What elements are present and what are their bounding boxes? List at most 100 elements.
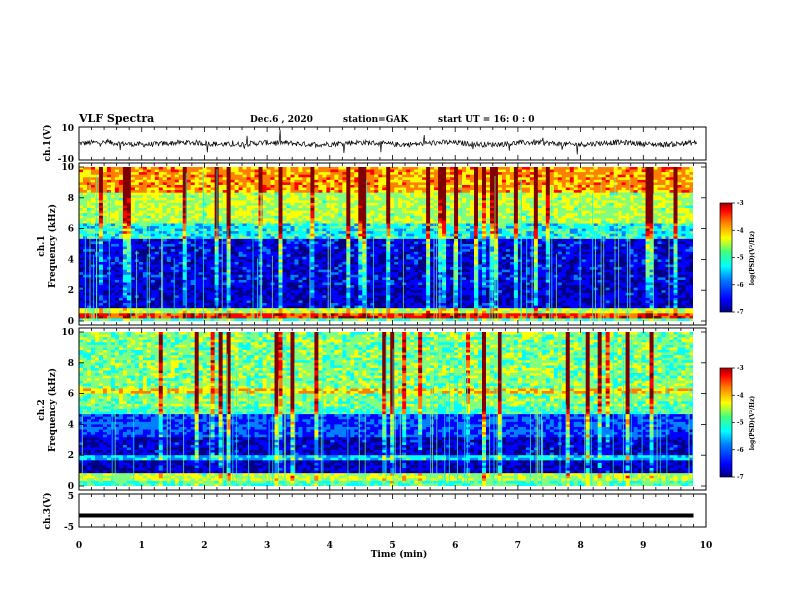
spectrogram-cell — [326, 174, 331, 178]
spectrogram-cell — [318, 238, 323, 242]
spectrogram-cell — [382, 274, 387, 278]
spectrogram-cell — [246, 249, 251, 252]
spectrogram-cell — [202, 285, 207, 288]
spectrogram-cell — [194, 300, 199, 304]
spectrogram-cell — [150, 259, 156, 263]
spectrogram-cell — [162, 310, 168, 314]
spectrogram-cell — [242, 267, 247, 270]
spectrogram-cell — [350, 287, 355, 291]
spectrogram-cell — [270, 236, 275, 240]
spectrogram-cell — [322, 290, 327, 294]
spectrogram-cell — [206, 267, 211, 270]
spectrogram-cell — [290, 318, 295, 321]
spectrogram-cell — [390, 290, 395, 294]
spectrogram-cell — [286, 205, 291, 209]
spectrogram-cell — [306, 287, 311, 291]
spectrogram-cell — [390, 297, 395, 301]
spectrogram-cell — [390, 295, 395, 299]
spectrogram-cell — [162, 200, 168, 204]
spectrogram-cell — [126, 285, 132, 288]
spectrogram-cell — [158, 297, 164, 301]
spectrogram-cell — [378, 267, 383, 270]
spectrogram-cell — [226, 310, 231, 314]
spectrogram-cell — [234, 292, 239, 296]
spectrogram-cell — [166, 290, 172, 294]
spectrogram-cell — [254, 254, 259, 258]
spectrogram-cell — [370, 220, 375, 224]
spectrogram-cell — [366, 267, 371, 270]
spectrogram-cell — [226, 179, 231, 183]
spectrogram-cell — [150, 315, 156, 319]
spectrogram-cell — [162, 315, 168, 319]
spectrogram-cell — [79, 277, 84, 281]
spectrogram-cell — [358, 277, 363, 281]
spectrogram-cell — [118, 213, 124, 217]
spectrogram-cell — [186, 210, 192, 214]
spectrogram-cell — [222, 195, 227, 199]
spectrogram-cell — [274, 226, 279, 229]
spectrogram-cell — [350, 174, 355, 178]
spectrogram-cell — [226, 200, 231, 204]
spectrogram-cell — [170, 218, 176, 222]
spectrogram-cell — [334, 285, 339, 288]
spectrogram-cell — [346, 318, 351, 321]
spectrogram-cell — [318, 310, 323, 314]
spectrogram-cell — [310, 210, 315, 214]
spectrogram-cell — [226, 208, 231, 211]
spectrogram-cell — [206, 218, 211, 222]
spectrogram-cell — [354, 290, 359, 294]
spectrogram-cell — [210, 174, 215, 178]
spectrogram-cell — [338, 315, 343, 319]
spectrogram-cell — [226, 285, 231, 288]
spectrogram-cell — [242, 213, 247, 217]
spectrogram-cell — [182, 285, 188, 288]
spectrogram-cell — [282, 259, 287, 263]
spectrogram-cell — [178, 249, 184, 252]
spectrogram-cell — [362, 218, 367, 222]
spectrogram-cell — [290, 244, 295, 247]
spectrogram-cell — [266, 244, 271, 247]
spectrogram-cell — [290, 290, 295, 294]
spectrogram-cell — [362, 300, 367, 304]
spectrogram-cell — [302, 305, 307, 309]
spectrogram-cell — [126, 315, 132, 319]
spectrogram-cell — [390, 249, 395, 252]
spectrogram-cell — [186, 277, 192, 281]
spectrogram-cell — [226, 246, 231, 250]
spectrogram-cell — [334, 200, 339, 204]
spectrogram-cell — [334, 318, 339, 321]
spectrogram-cell — [186, 251, 192, 255]
spectrogram-cell — [350, 277, 355, 281]
spectrogram-cell — [330, 195, 335, 199]
spectrogram-cell — [142, 303, 148, 306]
spectrogram-cell — [234, 228, 239, 232]
spectrogram-cell — [298, 244, 303, 247]
spectrogram-cell — [362, 287, 367, 291]
spectrogram-cell — [262, 197, 267, 201]
spectrogram-cell — [170, 167, 176, 170]
spectrogram-cell — [374, 269, 379, 273]
spectrogram-cell — [182, 233, 188, 237]
spectrogram-cell — [346, 187, 351, 191]
spectrogram-cell — [122, 231, 128, 235]
spectrogram-cell — [138, 218, 144, 222]
spectrogram-cell — [170, 226, 176, 229]
spectrogram-cell — [90, 246, 96, 250]
spectrogram-cell — [342, 190, 347, 193]
spectrogram-cell — [346, 208, 351, 211]
spectrogram-cell — [154, 192, 160, 196]
spectrogram-cell — [126, 305, 132, 309]
spectrogram-cell — [386, 287, 391, 291]
spectrogram-cell — [190, 190, 196, 193]
spectrogram-cell — [198, 256, 203, 260]
spectrogram-cell — [386, 210, 391, 214]
spectrogram-cell — [98, 184, 104, 188]
spectrogram-cell — [274, 233, 279, 237]
spectrogram-cell — [314, 233, 319, 237]
spectrogram-cell — [182, 184, 188, 188]
spectrogram-cell — [370, 231, 375, 235]
spectrogram-cell — [390, 246, 395, 250]
spectrogram-cell — [86, 192, 92, 196]
spectrogram-cell — [126, 292, 132, 296]
spectrogram-cell — [118, 220, 124, 224]
